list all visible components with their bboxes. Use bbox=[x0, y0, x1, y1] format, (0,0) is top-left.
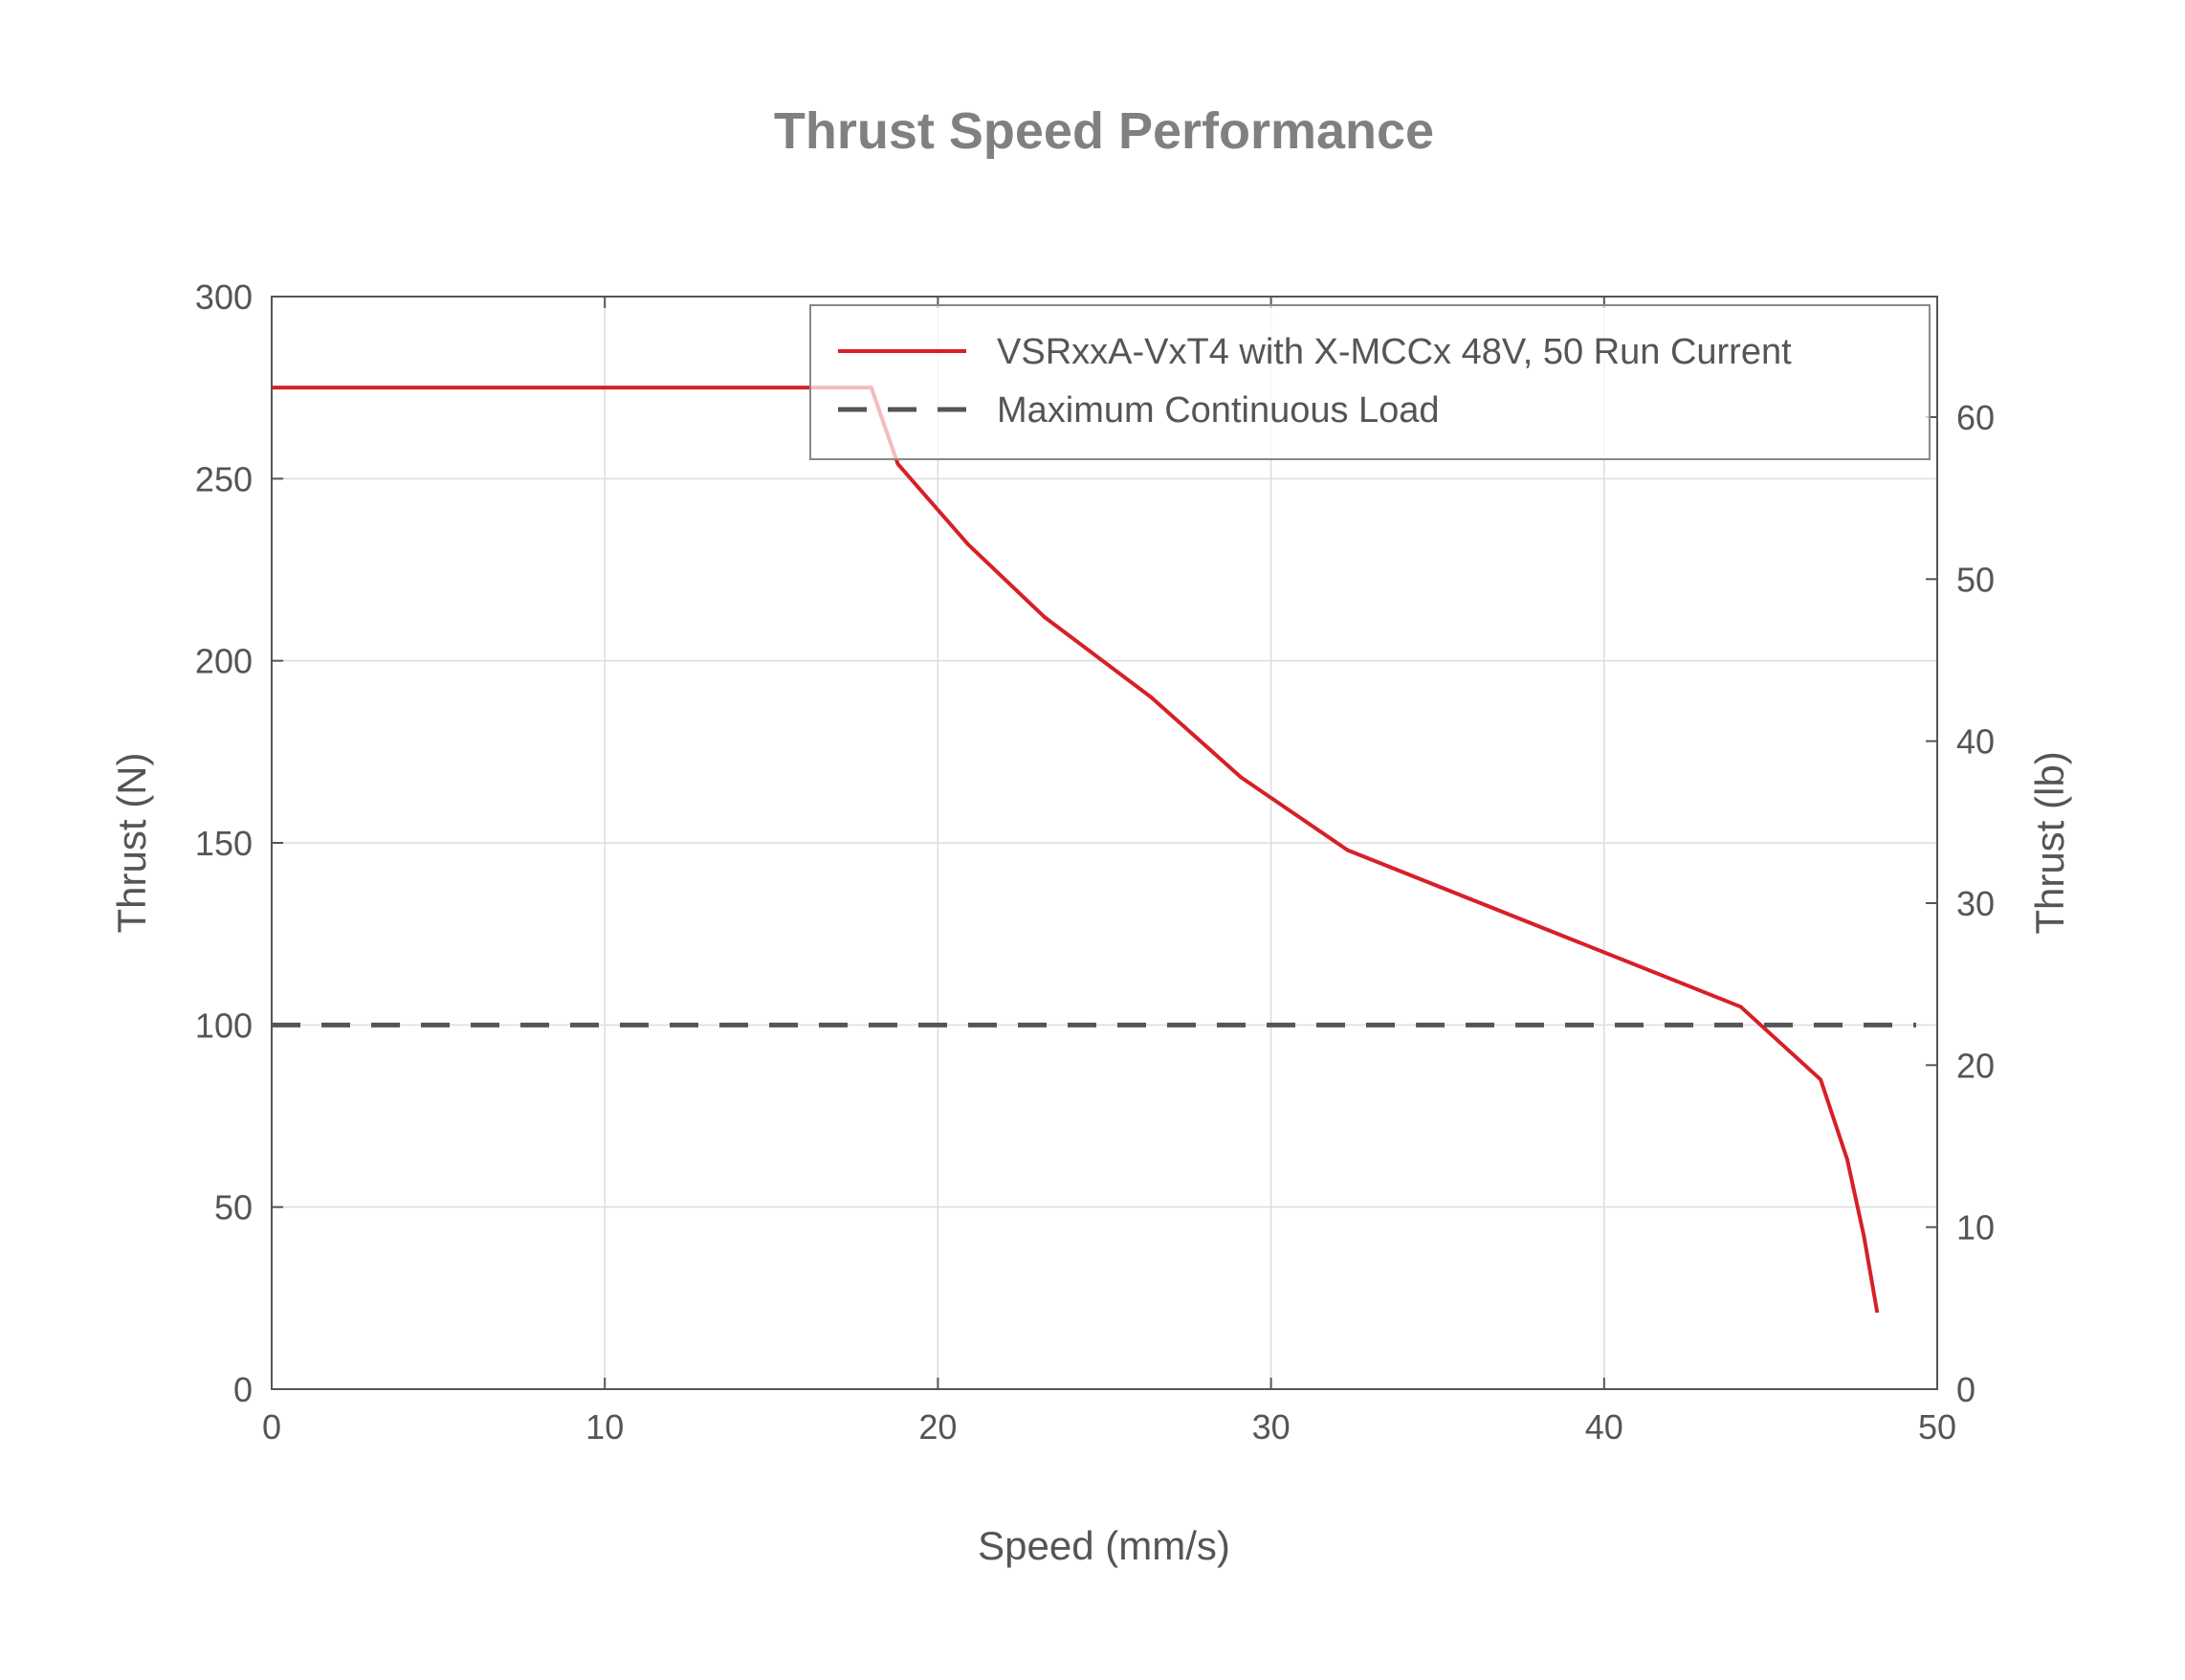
y2-tick-label: 0 bbox=[1956, 1370, 1975, 1409]
x-axis-label: Speed (mm/s) bbox=[978, 1523, 1230, 1568]
ticks: 0 10 20 30 40 5005010015020025030001020304050… bbox=[195, 277, 1995, 1447]
y-tick-label: 150 bbox=[195, 824, 253, 863]
x-tick-label: 40 bbox=[1585, 1407, 1623, 1447]
y-tick-label: 300 bbox=[195, 277, 253, 317]
grid bbox=[272, 297, 1937, 1389]
legend-box bbox=[809, 304, 1931, 460]
x-tick-label: 10 bbox=[585, 1407, 624, 1447]
y-tick-label: 50 bbox=[214, 1188, 253, 1227]
x-tick-label: 20 bbox=[918, 1407, 957, 1447]
y-tick-label: 250 bbox=[195, 459, 253, 498]
y2-axis-label: Thrust (lb) bbox=[2027, 751, 2072, 934]
x-tick-label: 50 bbox=[1918, 1407, 1956, 1447]
y2-tick-label: 20 bbox=[1956, 1046, 1995, 1085]
x-tick-label: 30 bbox=[1252, 1407, 1291, 1447]
y-tick-label: 0 bbox=[233, 1370, 253, 1409]
y2-tick-label: 10 bbox=[1956, 1208, 1995, 1248]
y2-tick-label: 60 bbox=[1956, 398, 1995, 437]
y-tick-label: 100 bbox=[195, 1006, 253, 1045]
y2-tick-label: 50 bbox=[1956, 560, 1995, 599]
legend: VSRxxA-VxT4 with X-MCCx 48V, 50 Run Curr… bbox=[809, 304, 1931, 460]
y-tick-label: 200 bbox=[195, 642, 253, 681]
legend-label-series-2: Maximum Continuous Load bbox=[997, 390, 1440, 431]
y2-tick-label: 40 bbox=[1956, 722, 1995, 762]
thrust-curve-line bbox=[272, 386, 1880, 1314]
legend-label-series-1: VSRxxA-VxT4 with X-MCCx 48V, 50 Run Curr… bbox=[997, 332, 1792, 372]
x-tick-label: 0 bbox=[262, 1407, 281, 1447]
y-axis-label: Thrust (N) bbox=[109, 753, 154, 934]
chart-title: Thrust Speed Performance bbox=[774, 102, 1434, 160]
y2-tick-label: 30 bbox=[1956, 884, 1995, 923]
series-layer bbox=[272, 386, 1916, 1314]
